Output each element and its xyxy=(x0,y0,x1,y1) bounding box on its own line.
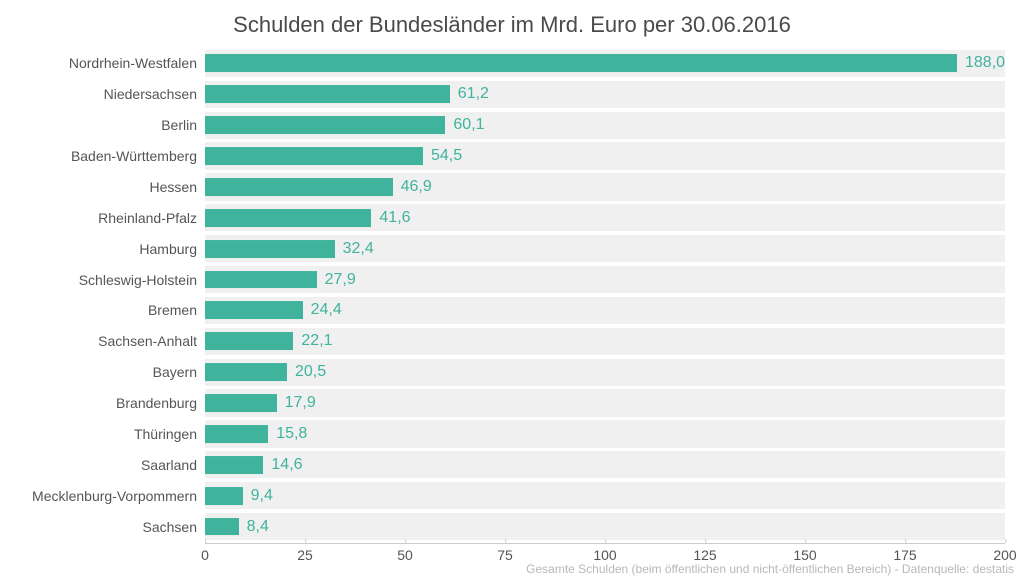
bar-row: Thüringen15,8 xyxy=(205,419,1005,450)
x-axis-tick: 100 xyxy=(593,543,616,563)
value-label: 8,4 xyxy=(247,518,269,536)
row-background xyxy=(205,513,1005,540)
category-label: Hamburg xyxy=(139,241,205,257)
bar xyxy=(205,271,317,289)
value-label: 46,9 xyxy=(401,178,432,196)
x-axis-tick: 175 xyxy=(893,543,916,563)
value-label: 41,6 xyxy=(379,209,410,227)
value-label: 24,4 xyxy=(311,301,342,319)
bar xyxy=(205,394,277,412)
category-label: Mecklenburg-Vorpommern xyxy=(32,488,205,504)
category-label: Sachsen-Anhalt xyxy=(98,333,205,349)
bar-row: Rheinland-Pfalz41,6 xyxy=(205,202,1005,233)
x-axis-tick: 150 xyxy=(793,543,816,563)
plot-area: Nordrhein-Westfalen188,0Niedersachsen61,… xyxy=(205,48,1005,542)
chart-title: Schulden der Bundesländer im Mrd. Euro p… xyxy=(0,0,1024,38)
bar xyxy=(205,178,393,196)
category-label: Hessen xyxy=(150,179,205,195)
bar xyxy=(205,363,287,381)
bar-row: Baden-Württemberg54,5 xyxy=(205,141,1005,172)
bar-row: Sachsen8,4 xyxy=(205,511,1005,542)
bar-row: Saarland14,6 xyxy=(205,449,1005,480)
bar xyxy=(205,301,303,319)
bar xyxy=(205,487,243,505)
x-axis-tick: 0 xyxy=(201,543,209,563)
bar-row: Bayern20,5 xyxy=(205,357,1005,388)
category-label: Baden-Württemberg xyxy=(71,148,205,164)
bar xyxy=(205,518,239,536)
bar xyxy=(205,54,957,72)
bar-row: Bremen24,4 xyxy=(205,295,1005,326)
category-label: Brandenburg xyxy=(116,395,205,411)
bar-row: Niedersachsen61,2 xyxy=(205,79,1005,110)
value-label: 20,5 xyxy=(295,363,326,381)
category-label: Bremen xyxy=(148,302,205,318)
value-label: 32,4 xyxy=(343,240,374,258)
bar-row: Mecklenburg-Vorpommern9,4 xyxy=(205,480,1005,511)
category-label: Thüringen xyxy=(134,426,205,442)
x-axis-tick: 50 xyxy=(397,543,413,563)
value-label: 9,4 xyxy=(251,487,273,505)
bar xyxy=(205,332,293,350)
bar xyxy=(205,456,263,474)
bar-row: Sachsen-Anhalt22,1 xyxy=(205,326,1005,357)
category-label: Schleswig-Holstein xyxy=(79,272,205,288)
value-label: 15,8 xyxy=(276,425,307,443)
category-label: Nordrhein-Westfalen xyxy=(69,55,205,71)
chart-caption: Gesamte Schulden (beim öffentlichen und … xyxy=(526,562,1014,576)
value-label: 17,9 xyxy=(285,394,316,412)
category-label: Saarland xyxy=(141,457,205,473)
x-axis-tick: 200 xyxy=(993,543,1016,563)
bar-row: Hamburg32,4 xyxy=(205,233,1005,264)
bar xyxy=(205,147,423,165)
category-label: Niedersachsen xyxy=(104,86,205,102)
bar xyxy=(205,209,371,227)
value-label: 27,9 xyxy=(325,271,356,289)
bar xyxy=(205,240,335,258)
row-background xyxy=(205,482,1005,509)
value-label: 60,1 xyxy=(453,116,484,134)
bar-row: Berlin60,1 xyxy=(205,110,1005,141)
category-label: Bayern xyxy=(153,364,205,380)
category-label: Sachsen xyxy=(143,519,205,535)
bar xyxy=(205,116,445,134)
category-label: Berlin xyxy=(161,117,205,133)
category-label: Rheinland-Pfalz xyxy=(98,210,205,226)
row-background xyxy=(205,420,1005,447)
value-label: 188,0 xyxy=(965,54,1005,72)
row-background xyxy=(205,451,1005,478)
row-background xyxy=(205,389,1005,416)
value-label: 61,2 xyxy=(458,85,489,103)
bar-row: Schleswig-Holstein27,9 xyxy=(205,264,1005,295)
value-label: 54,5 xyxy=(431,147,462,165)
x-axis-tick: 75 xyxy=(497,543,513,563)
x-axis-tick: 125 xyxy=(693,543,716,563)
value-label: 22,1 xyxy=(301,332,332,350)
chart-container: Schulden der Bundesländer im Mrd. Euro p… xyxy=(0,0,1024,578)
value-label: 14,6 xyxy=(271,456,302,474)
bar xyxy=(205,425,268,443)
bar-row: Hessen46,9 xyxy=(205,172,1005,203)
bar-row: Nordrhein-Westfalen188,0 xyxy=(205,48,1005,79)
bar-row: Brandenburg17,9 xyxy=(205,388,1005,419)
x-axis-tick: 25 xyxy=(297,543,313,563)
bar xyxy=(205,85,450,103)
